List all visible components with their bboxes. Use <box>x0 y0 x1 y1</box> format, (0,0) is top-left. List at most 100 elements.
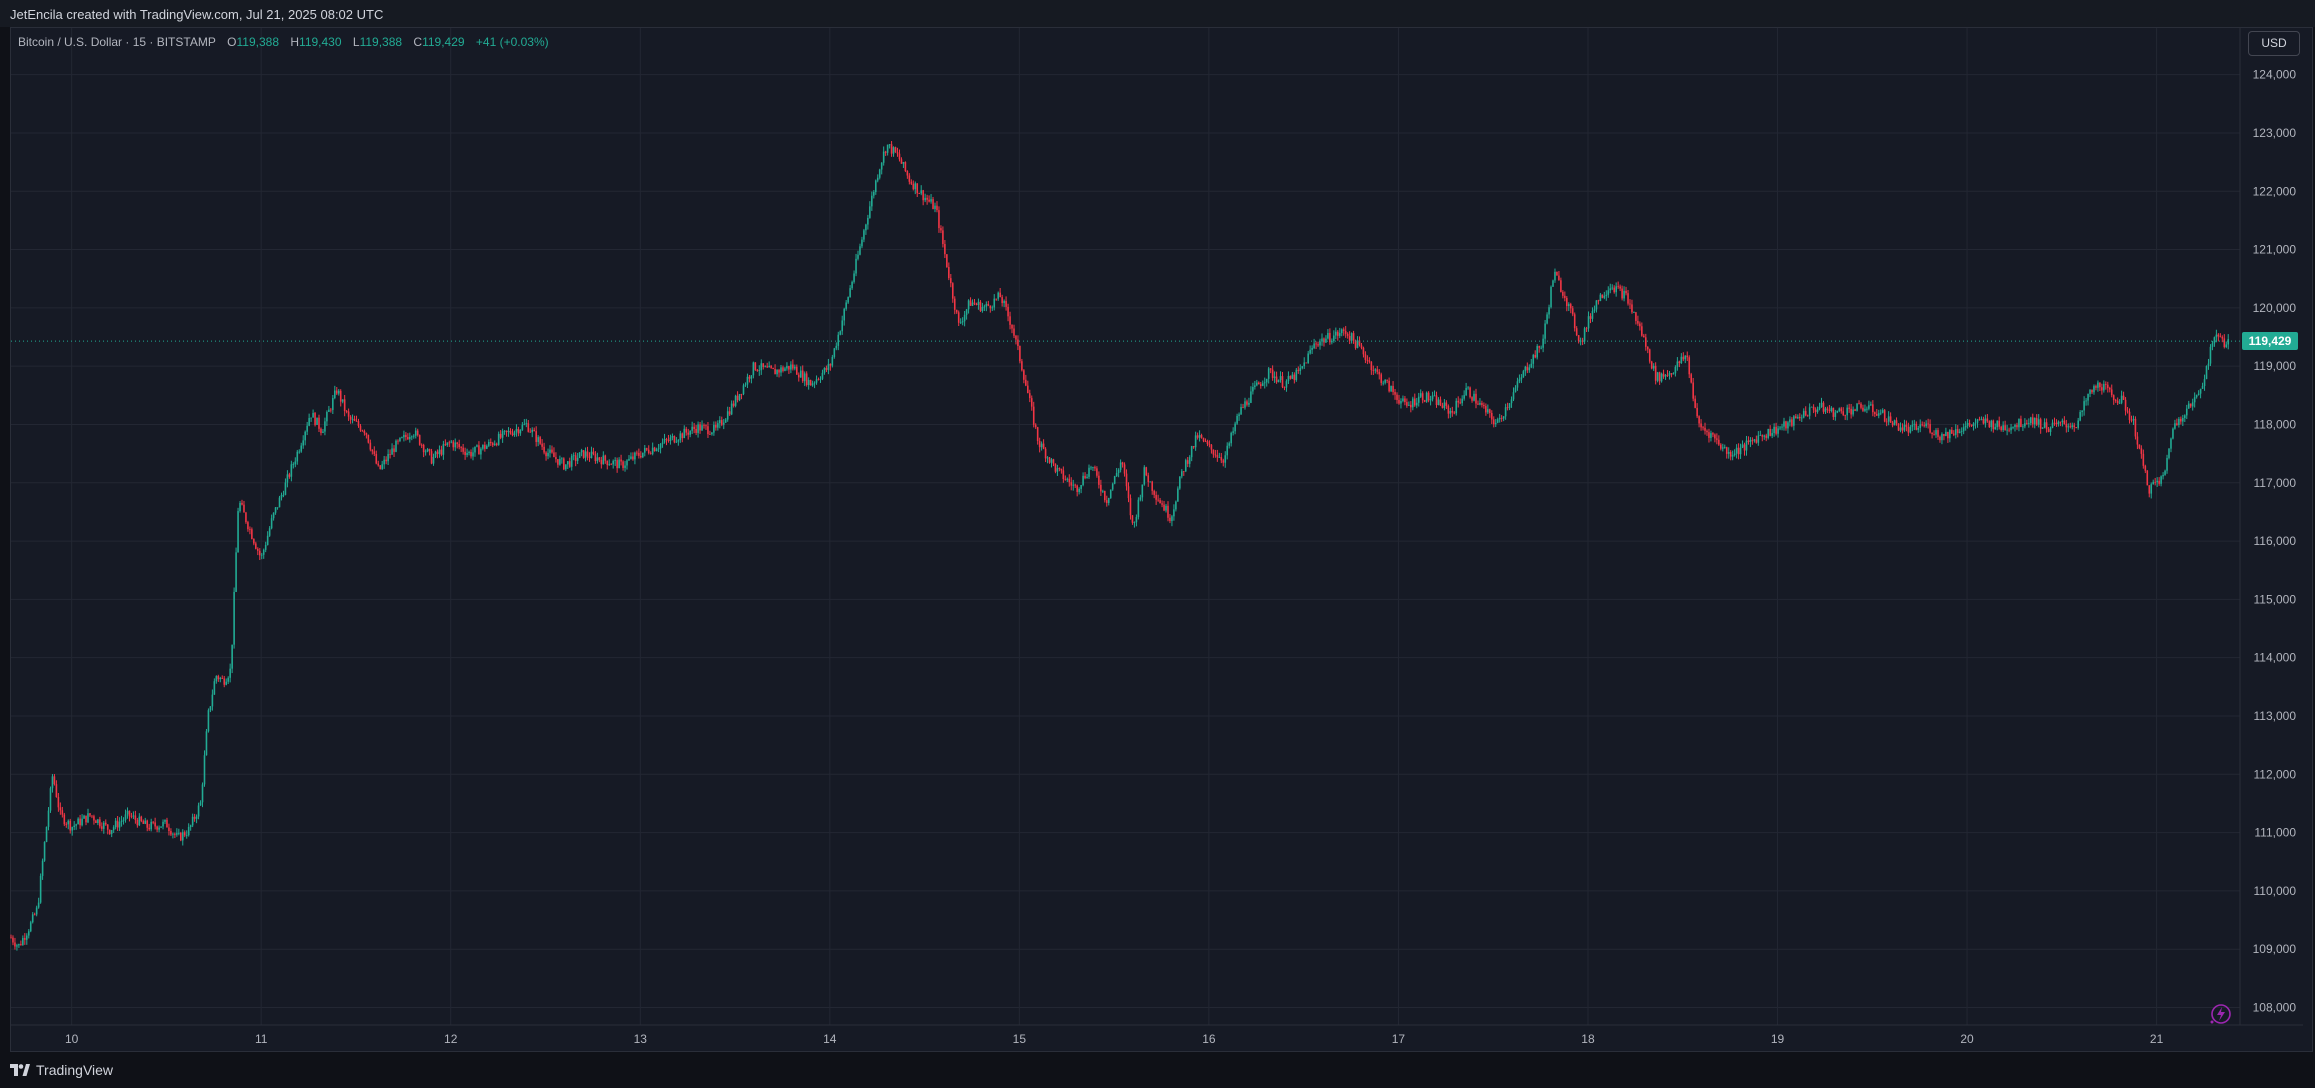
candle-body <box>1088 467 1090 477</box>
candle-body <box>2197 393 2200 395</box>
candle-body <box>61 810 64 815</box>
candle-body <box>2075 427 2078 428</box>
candle-body <box>1060 468 1063 471</box>
candle-body <box>1151 481 1153 491</box>
candle-body <box>2138 444 2141 449</box>
candle-body <box>1204 441 1207 443</box>
candle-body <box>865 224 867 231</box>
candle-body <box>10 937 12 939</box>
candle-body <box>1477 403 1479 405</box>
candle-body <box>1808 407 1811 416</box>
candle-body <box>37 902 40 908</box>
candle-body <box>298 451 301 453</box>
candle-body <box>896 152 899 154</box>
candle-body <box>229 668 231 678</box>
candle-body <box>624 465 626 468</box>
candle-body <box>734 395 737 406</box>
candle-body <box>594 454 597 462</box>
candle-body <box>286 474 289 483</box>
candle-body <box>1360 345 1363 348</box>
candle-body <box>515 428 518 432</box>
candle-body <box>1301 366 1304 369</box>
candle-body <box>1854 409 1856 411</box>
candle-body <box>2061 420 2064 422</box>
candle-body <box>316 417 318 425</box>
candle-body <box>2033 417 2036 425</box>
candle-body <box>1587 316 1590 329</box>
candle-body <box>1137 499 1140 518</box>
candle-body <box>1500 417 1503 419</box>
candle-body <box>1668 373 1671 376</box>
open-value: 119,388 <box>236 35 280 49</box>
candle-body <box>1104 490 1106 501</box>
candle-body <box>1781 426 1783 428</box>
candle-body <box>1678 361 1681 364</box>
candle-body <box>310 417 312 419</box>
candle-body <box>957 312 960 323</box>
candle-body <box>1208 443 1211 445</box>
candles <box>10 141 2230 951</box>
symbol-name[interactable]: Bitcoin / U.S. Dollar · 15 · BITSTAMP <box>18 35 216 49</box>
candle-body <box>2097 382 2099 388</box>
candle-body <box>1121 462 1124 465</box>
candle-body <box>221 677 224 679</box>
candle-body <box>69 820 72 831</box>
candle-body <box>835 345 838 349</box>
candle-body <box>466 453 468 456</box>
candle-body <box>401 437 403 439</box>
candle-body <box>699 424 701 431</box>
candle-body <box>616 460 618 469</box>
candle-body <box>1070 482 1073 486</box>
tradingview-logo-icon <box>10 1064 30 1076</box>
candle-body <box>414 430 417 436</box>
candle-body <box>724 419 727 423</box>
currency-button[interactable]: USD <box>2248 31 2300 56</box>
candle-body <box>788 365 790 370</box>
candle-body <box>1860 403 1862 408</box>
candle-body <box>484 444 486 449</box>
candle-body <box>1435 395 1438 406</box>
candle-body <box>126 810 129 815</box>
candle-body <box>1358 340 1361 346</box>
candle-body <box>2185 408 2188 416</box>
candle-body <box>1250 391 1252 403</box>
candle-body <box>2193 397 2196 403</box>
candle-body <box>292 464 295 466</box>
candle-body <box>1246 401 1248 405</box>
candle-body <box>1625 290 1627 294</box>
tradingview-logo[interactable]: TradingView <box>10 1062 113 1078</box>
candle-body <box>476 445 478 447</box>
candle-body <box>904 162 907 171</box>
candle-body <box>942 230 944 245</box>
candle-body <box>2085 400 2087 402</box>
candle-body <box>1206 441 1209 444</box>
candle-body <box>1771 433 1773 436</box>
candle-body <box>1526 366 1529 371</box>
candle-body <box>1765 435 1768 438</box>
candle-body <box>523 423 526 425</box>
candle-body <box>1449 410 1452 414</box>
bolt-icon[interactable] <box>2207 1000 2235 1028</box>
candle-body <box>813 382 816 384</box>
candle-body <box>424 451 427 453</box>
candle-body <box>1350 333 1353 341</box>
candle-body <box>1708 432 1710 438</box>
x-tick-label: 20 <box>1960 1032 1974 1046</box>
candle-body <box>2172 428 2174 439</box>
candle-body <box>1259 384 1262 386</box>
candle-body <box>2045 422 2048 430</box>
candle-body <box>829 364 832 366</box>
candle-body <box>1510 399 1513 404</box>
candle-body <box>89 813 91 816</box>
candle-body <box>509 430 512 434</box>
chart-pane[interactable] <box>10 27 2313 1052</box>
candle-body <box>880 162 883 170</box>
candle-body <box>1992 420 1995 430</box>
candle-body <box>1879 412 1882 414</box>
candle-body <box>1366 359 1369 361</box>
candle-body <box>930 199 932 202</box>
candle-body <box>1864 408 1866 411</box>
candle-body <box>1376 369 1379 372</box>
candle-body <box>1368 360 1371 362</box>
